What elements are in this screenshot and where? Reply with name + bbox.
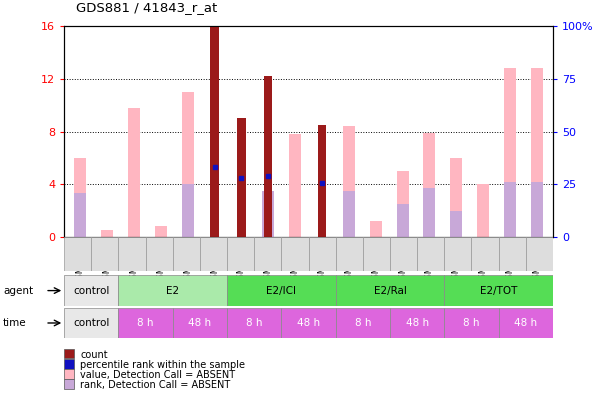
Bar <box>128 108 140 237</box>
Text: percentile rank within the sample: percentile rank within the sample <box>80 360 245 370</box>
Bar <box>254 237 282 271</box>
Text: GDS881 / 41843_r_at: GDS881 / 41843_r_at <box>76 1 218 14</box>
Bar <box>335 308 390 338</box>
Bar <box>450 211 463 237</box>
Bar <box>282 237 309 271</box>
Text: E2/ICI: E2/ICI <box>266 286 296 296</box>
Bar <box>227 275 335 306</box>
Text: 8 h: 8 h <box>354 318 371 328</box>
Text: time: time <box>3 318 27 328</box>
Text: value, Detection Call = ABSENT: value, Detection Call = ABSENT <box>80 370 235 380</box>
Bar <box>74 194 86 237</box>
Bar <box>397 204 409 237</box>
Text: rank, Detection Call = ABSENT: rank, Detection Call = ABSENT <box>80 380 230 390</box>
Bar <box>173 308 227 338</box>
Bar <box>119 237 145 271</box>
Bar <box>423 133 436 237</box>
Bar <box>499 308 553 338</box>
Text: 8 h: 8 h <box>463 318 480 328</box>
Bar <box>504 181 516 237</box>
Bar <box>64 237 91 271</box>
Bar <box>227 308 282 338</box>
Bar <box>210 26 219 237</box>
Bar <box>390 237 417 271</box>
Bar <box>309 237 335 271</box>
Bar <box>64 275 119 306</box>
Text: count: count <box>80 350 108 360</box>
Bar <box>74 158 86 237</box>
Bar <box>318 125 326 237</box>
Text: control: control <box>73 318 109 328</box>
Bar <box>101 230 113 237</box>
Bar <box>181 92 194 237</box>
Bar <box>423 188 436 237</box>
Text: 48 h: 48 h <box>297 318 320 328</box>
Bar <box>289 134 301 237</box>
Text: 8 h: 8 h <box>246 318 263 328</box>
Bar <box>335 237 363 271</box>
Bar <box>145 237 173 271</box>
Bar <box>397 171 409 237</box>
Bar <box>64 308 119 338</box>
Bar <box>526 237 553 271</box>
Bar <box>335 275 444 306</box>
Bar <box>262 191 274 237</box>
Bar <box>227 237 254 271</box>
Bar <box>173 237 200 271</box>
Bar <box>343 126 355 237</box>
Bar <box>472 237 499 271</box>
Bar <box>370 221 382 237</box>
Bar <box>343 191 355 237</box>
Bar <box>282 308 335 338</box>
Text: E2/TOT: E2/TOT <box>480 286 518 296</box>
Bar <box>91 237 119 271</box>
Text: control: control <box>73 286 109 296</box>
Bar <box>444 237 472 271</box>
Text: agent: agent <box>3 286 33 296</box>
Bar <box>450 158 463 237</box>
Bar <box>417 237 444 271</box>
Text: 48 h: 48 h <box>406 318 429 328</box>
Bar <box>155 226 167 237</box>
Bar <box>119 308 173 338</box>
Bar <box>444 275 553 306</box>
Bar <box>119 275 227 306</box>
Bar <box>390 308 444 338</box>
Text: 8 h: 8 h <box>137 318 154 328</box>
Bar <box>531 181 543 237</box>
Text: E2: E2 <box>166 286 180 296</box>
Bar <box>181 184 194 237</box>
Bar <box>200 237 227 271</box>
Bar <box>363 237 390 271</box>
Bar <box>477 184 489 237</box>
Bar <box>504 68 516 237</box>
Text: 48 h: 48 h <box>188 318 211 328</box>
Bar <box>499 237 526 271</box>
Bar <box>237 118 246 237</box>
Bar <box>531 68 543 237</box>
Text: E2/Ral: E2/Ral <box>373 286 406 296</box>
Bar <box>444 308 499 338</box>
Text: 48 h: 48 h <box>514 318 537 328</box>
Bar <box>264 76 273 237</box>
